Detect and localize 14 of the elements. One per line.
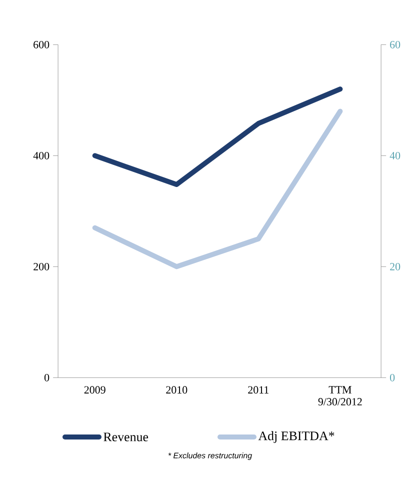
y-tick-label: 600 <box>34 40 50 48</box>
x-tick-label: 2009 <box>84 386 106 394</box>
y2-tick-label: 40 <box>390 152 400 160</box>
legend-label: Adj EBITDA* <box>258 431 334 443</box>
y-tick-label: 200 <box>34 262 50 270</box>
x-tick-label: TTM 9/30/2012 <box>318 386 362 406</box>
y2-tick-label: 0 <box>390 374 395 382</box>
y-tick-label: 0 <box>44 374 50 382</box>
y2-tick-label: 20 <box>390 262 400 270</box>
x-tick-label: 2010 <box>166 386 188 394</box>
y2-tick-label: 60 <box>390 40 400 48</box>
legend-label: Revenue <box>104 432 148 442</box>
x-tick-label: 2011 <box>248 386 268 394</box>
y-tick-label: 400 <box>33 152 50 160</box>
